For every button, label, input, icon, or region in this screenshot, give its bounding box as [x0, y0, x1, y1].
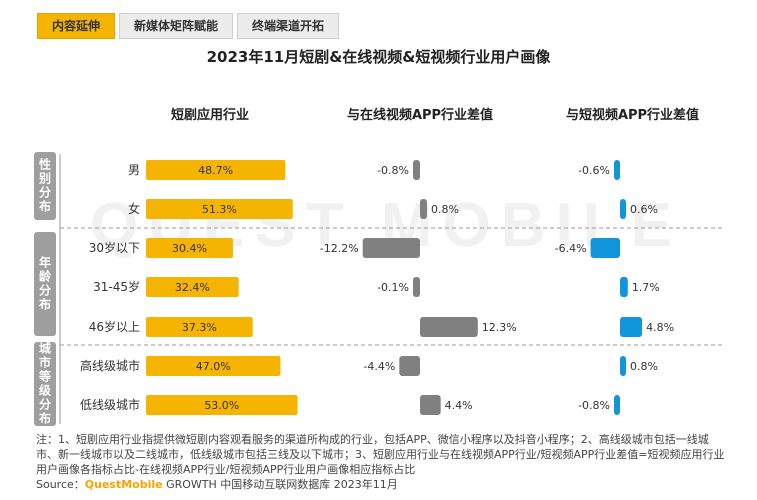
short-video-diff-bar	[620, 277, 628, 297]
short-video-diff-value-label: 0.6%	[630, 203, 658, 216]
group-label-gender: 性别分布	[34, 152, 56, 220]
short-drama-value-label: 32.4%	[175, 281, 210, 294]
short-drama-bar	[146, 317, 253, 337]
short-drama-bar	[146, 160, 286, 180]
short-video-diff-bar	[620, 356, 626, 376]
category-label: 高线级城市	[80, 358, 140, 373]
online-video-diff-value-label: -12.2%	[320, 242, 359, 255]
short-drama-bar	[146, 395, 298, 415]
short-video-diff-value-label: -6.4%	[555, 242, 587, 255]
category-label: 30岁以下	[89, 240, 140, 255]
short-video-diff-bar	[590, 238, 620, 258]
column-header-online-video-diff: 与在线视频APP行业差值	[346, 108, 494, 123]
column-header-short-drama: 短剧应用行业	[170, 108, 249, 123]
online-video-diff-bar	[413, 160, 420, 180]
online-video-diff-value-label: -0.1%	[377, 281, 409, 294]
category-label: 31-45岁	[93, 279, 140, 294]
short-video-diff-bar	[614, 160, 620, 180]
category-label: 低线级城市	[80, 397, 140, 412]
online-video-diff-value-label: 4.4%	[445, 399, 473, 412]
short-video-diff-value-label: -0.8%	[578, 399, 610, 412]
chart-title: 2023年11月短剧&在线视频&短视频行业用户画像	[206, 48, 551, 66]
group-label-age: 年龄分布	[34, 232, 56, 336]
source-line: Source：QuestMobile GROWTH 中国移动互联网数据库 202…	[36, 476, 398, 492]
online-video-diff-bar	[413, 277, 420, 297]
short-drama-bar	[146, 199, 293, 219]
online-video-diff-bar	[399, 356, 420, 376]
short-drama-bar	[146, 356, 281, 376]
online-video-diff-bar	[420, 317, 478, 337]
source-brand: QuestMobile	[84, 478, 163, 491]
online-video-diff-value-label: 0.8%	[431, 203, 459, 216]
short-drama-bar	[146, 238, 233, 258]
short-drama-value-label: 51.3%	[202, 203, 237, 216]
category-label: 女	[128, 201, 140, 216]
category-label: 男	[128, 163, 140, 177]
footnote: 注：1、短剧应用行业指提供微短剧内容观看服务的渠道所构成的行业，包括APP、微信…	[36, 433, 725, 476]
online-video-diff-bar	[362, 238, 420, 258]
column-header-short-video-diff: 与短视频APP行业差值	[565, 108, 700, 123]
source-rest: GROWTH 中国移动互联网数据库 2023年11月	[162, 478, 398, 491]
short-video-diff-value-label: 4.8%	[646, 321, 674, 334]
short-video-diff-value-label: 0.8%	[630, 360, 658, 373]
tab-terminal-channel[interactable]: 终端渠道开拓	[237, 13, 340, 39]
short-drama-value-label: 30.4%	[172, 242, 207, 255]
short-drama-bar	[146, 277, 239, 297]
short-drama-value-label: 37.3%	[182, 321, 217, 334]
online-video-diff-value-label: 12.3%	[482, 321, 517, 334]
short-video-diff-value-label: -0.6%	[578, 164, 610, 177]
short-video-diff-value-label: 1.7%	[632, 281, 660, 294]
short-video-diff-bar	[620, 317, 643, 337]
online-video-diff-value-label: -0.8%	[377, 164, 409, 177]
group-label-city-tier: 城市等级分布	[34, 342, 56, 426]
short-video-diff-bar	[620, 199, 626, 219]
source-prefix: Source：	[36, 478, 85, 491]
short-drama-value-label: 47.0%	[196, 360, 231, 373]
short-drama-value-label: 53.0%	[204, 399, 239, 412]
online-video-diff-bar	[420, 199, 427, 219]
tab-bar: 内容延伸 新媒体矩阵赋能 终端渠道开拓	[37, 13, 343, 39]
tab-new-media-matrix[interactable]: 新媒体矩阵赋能	[119, 13, 234, 39]
tab-content-extension[interactable]: 内容延伸	[37, 13, 116, 39]
category-label: 46岁以上	[89, 319, 140, 334]
online-video-diff-bar	[420, 395, 441, 415]
short-drama-value-label: 48.7%	[198, 164, 233, 177]
online-video-diff-value-label: -4.4%	[363, 360, 395, 373]
short-video-diff-bar	[614, 395, 620, 415]
